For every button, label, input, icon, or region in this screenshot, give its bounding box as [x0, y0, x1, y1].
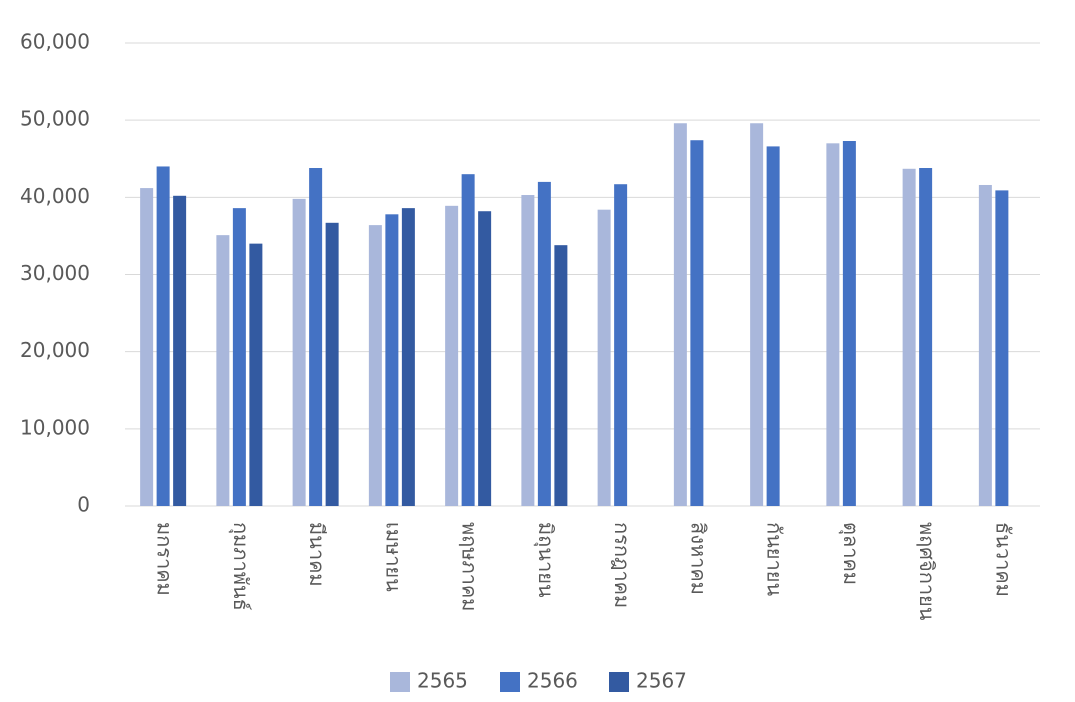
y-tick-label: 0 [77, 493, 90, 517]
legend-label: 2566 [527, 669, 578, 693]
bar [292, 198, 306, 507]
bar [842, 141, 856, 507]
bar [978, 184, 992, 506]
bar [232, 208, 246, 507]
x-tick-label: สิงหาคม [686, 522, 710, 595]
bar [478, 211, 492, 506]
bar [766, 146, 780, 507]
bar [554, 245, 568, 506]
legend-swatch [500, 672, 520, 692]
bar [445, 205, 459, 507]
bar [750, 123, 764, 507]
x-tick-label: มิถุนายน [533, 522, 558, 598]
legend-label: 2565 [417, 669, 468, 693]
x-tick-label: มีนาคม [305, 522, 329, 587]
bar [249, 243, 263, 506]
y-tick-label: 10,000 [20, 415, 90, 439]
x-tick-label: พฤศจิกายน [915, 522, 939, 621]
y-tick-label: 30,000 [20, 261, 90, 285]
x-tick-label: ธันวาคม [991, 522, 1015, 597]
y-tick-label: 50,000 [20, 107, 90, 131]
bar [995, 190, 1009, 506]
bar [537, 181, 551, 506]
bar [690, 140, 704, 507]
bar [597, 209, 611, 506]
x-tick-label: พฤษภาคม [458, 522, 482, 611]
legend-swatch [609, 672, 629, 692]
bar [902, 168, 916, 506]
bar [614, 184, 628, 506]
x-tick-label: กันยายน [763, 522, 787, 596]
x-tick-label: เมษายน [381, 522, 405, 592]
bar [385, 214, 399, 506]
y-tick-label: 40,000 [20, 184, 90, 208]
bar [521, 195, 535, 507]
legend-swatch [390, 672, 410, 692]
bar [140, 188, 154, 506]
y-tick-label: 20,000 [20, 338, 90, 362]
bar [309, 168, 323, 506]
bar [401, 208, 415, 507]
bar [826, 143, 840, 507]
x-tick-label: มกราคม [153, 522, 177, 596]
bar [156, 166, 170, 506]
x-tick-label: กุมภาพันธ์ [228, 522, 253, 611]
bar [919, 168, 933, 506]
x-tick-label: ตุลาคม [838, 522, 863, 585]
bar [368, 225, 382, 506]
bar [461, 174, 475, 506]
bar [673, 123, 687, 507]
bar [173, 195, 187, 507]
bar [325, 222, 339, 506]
x-tick-label: กรกฎาคม [610, 522, 634, 608]
legend-label: 2567 [636, 669, 687, 693]
y-tick-label: 60,000 [20, 30, 90, 54]
bar [216, 235, 230, 506]
